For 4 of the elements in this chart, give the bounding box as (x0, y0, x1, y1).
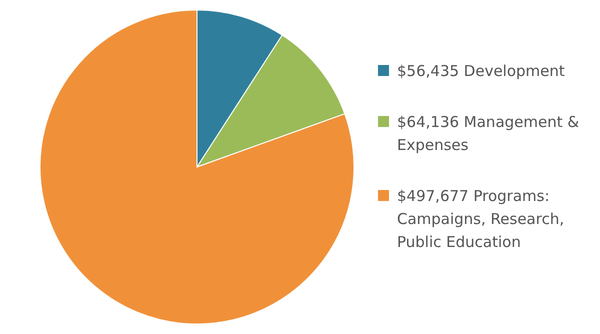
legend-label: $497,677 Programs: Campaigns, Research, Public Education (397, 186, 566, 253)
legend-label: $56,435 Development (397, 61, 566, 82)
pie-slice (40, 10, 354, 324)
legend-label: $64,136 Management & Expenses (397, 112, 580, 156)
